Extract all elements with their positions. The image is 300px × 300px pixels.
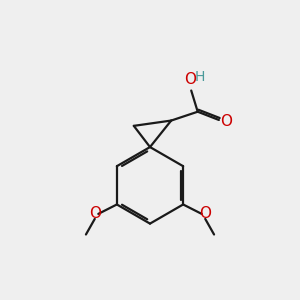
- Text: O: O: [220, 114, 232, 129]
- Text: O: O: [89, 206, 101, 221]
- Text: O: O: [199, 206, 211, 221]
- Text: O: O: [184, 72, 196, 87]
- Text: H: H: [194, 70, 205, 84]
